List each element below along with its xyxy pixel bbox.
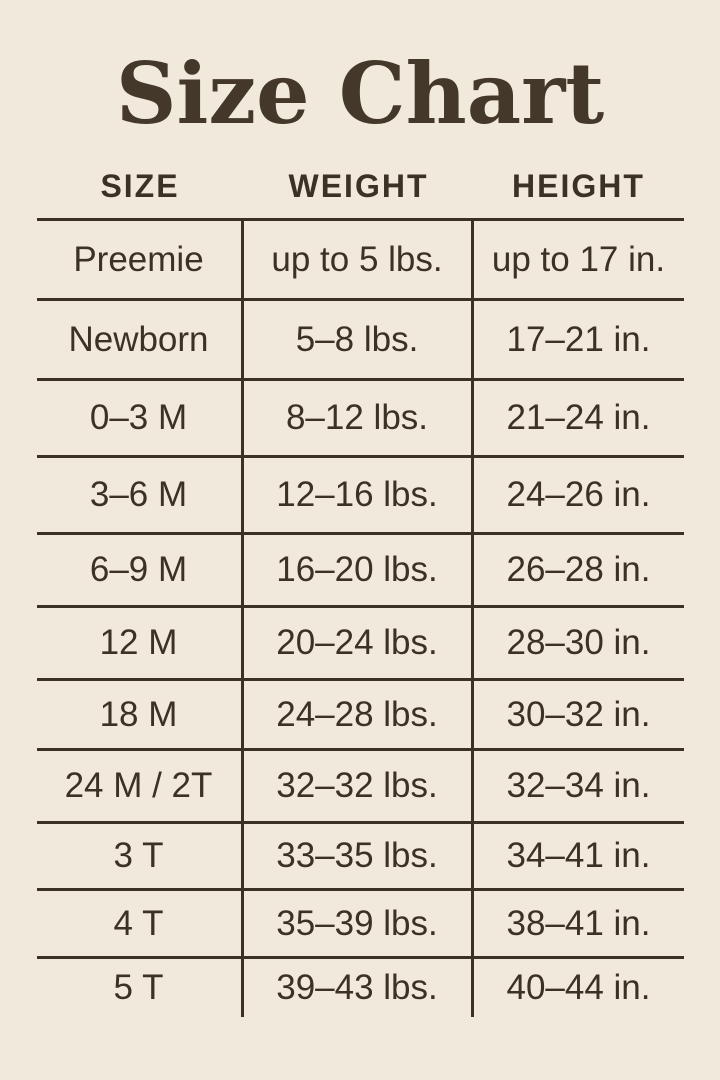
table-row: 4 T 35–39 lbs. 38–41 in.: [36, 888, 684, 956]
weight-cell: up to 5 lbs.: [244, 221, 474, 298]
weight-cell: 5–8 lbs.: [244, 301, 474, 378]
table-row: 12 M 20–24 lbs. 28–30 in.: [36, 605, 684, 678]
table-row: 6–9 M 16–20 lbs. 26–28 in.: [36, 532, 684, 605]
height-cell: 38–41 in.: [506, 903, 651, 943]
weight-cell: 32–32 lbs.: [244, 751, 474, 821]
size-cell: Newborn: [37, 301, 244, 378]
height-cell: 32–34 in.: [506, 766, 651, 805]
table-row: 24 M / 2T 32–32 lbs. 32–34 in.: [36, 748, 684, 821]
size-cell: 3–6 M: [37, 458, 244, 532]
weight-cell: 24–28 lbs.: [244, 681, 474, 748]
size-cell: 4 T: [37, 891, 244, 956]
column-header-weight: WEIGHT: [288, 167, 429, 204]
height-cell: 17–21 in.: [506, 319, 651, 359]
weight-cell: 12–16 lbs.: [244, 458, 474, 532]
size-cell: Preemie: [37, 221, 244, 298]
height-cell: 24–26 in.: [506, 475, 651, 514]
height-cell: up to 17 in.: [491, 239, 666, 279]
weight-cell: 39–43 lbs.: [244, 959, 474, 1017]
table-row: 0–3 M 8–12 lbs. 21–24 in.: [36, 378, 684, 455]
weight-cell: 8–12 lbs.: [244, 381, 474, 455]
column-header-size: SIZE: [100, 167, 180, 204]
size-cell: 3 T: [37, 824, 244, 888]
size-cell: 24 M / 2T: [37, 751, 244, 821]
size-cell: 0–3 M: [37, 381, 244, 455]
page-title: Size Chart: [115, 44, 605, 143]
height-cell: 26–28 in.: [506, 550, 651, 589]
table-row: Preemie up to 5 lbs. up to 17 in.: [36, 218, 684, 298]
size-cell: 5 T: [37, 959, 244, 1017]
size-chart-table: SIZE WEIGHT HEIGHT Preemie up to 5 lbs. …: [36, 154, 684, 1017]
table-row: Newborn 5–8 lbs. 17–21 in.: [36, 298, 684, 378]
weight-cell: 20–24 lbs.: [244, 608, 474, 678]
height-cell: 21–24 in.: [506, 398, 651, 437]
size-cell: 6–9 M: [37, 535, 244, 605]
table-body: Preemie up to 5 lbs. up to 17 in. Newbor…: [36, 218, 684, 1017]
table-row: 5 T 39–43 lbs. 40–44 in.: [36, 956, 684, 1017]
table-row: 18 M 24–28 lbs. 30–32 in.: [36, 678, 684, 748]
table-row: 3 T 33–35 lbs. 34–41 in.: [36, 821, 684, 888]
table-header-row: SIZE WEIGHT HEIGHT: [37, 154, 684, 218]
column-header-height: HEIGHT: [512, 167, 645, 204]
weight-cell: 33–35 lbs.: [244, 824, 474, 888]
table-row: 3–6 M 12–16 lbs. 24–26 in.: [36, 455, 684, 532]
height-cell: 40–44 in.: [506, 968, 651, 1007]
height-cell: 30–32 in.: [506, 694, 651, 734]
height-cell: 28–30 in.: [506, 623, 651, 662]
weight-cell: 16–20 lbs.: [244, 535, 474, 605]
height-cell: 34–41 in.: [506, 836, 651, 875]
size-cell: 18 M: [37, 681, 244, 748]
weight-cell: 35–39 lbs.: [244, 891, 474, 956]
size-cell: 12 M: [37, 608, 244, 678]
